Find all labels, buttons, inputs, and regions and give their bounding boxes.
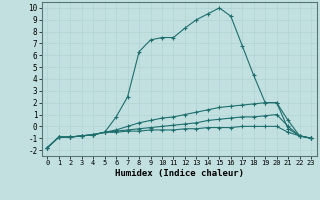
X-axis label: Humidex (Indice chaleur): Humidex (Indice chaleur): [115, 169, 244, 178]
